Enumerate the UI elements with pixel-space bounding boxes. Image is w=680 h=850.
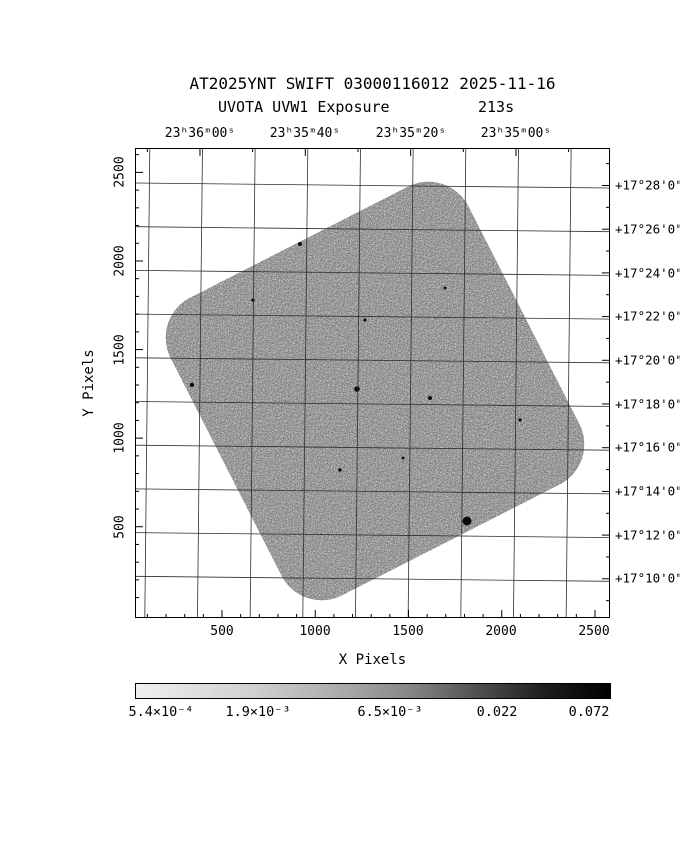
figure-subtitle: UVOTA UVW1 Exposure	[218, 98, 390, 116]
dec-tick-label: +17°28'0"	[615, 177, 680, 193]
dec-tick-label: +17°24'0"	[615, 265, 680, 281]
ra-tick-label: 23ʰ36ᵐ00ˢ	[164, 126, 236, 141]
colorbar	[135, 683, 611, 699]
x-tick-label: 500	[210, 624, 234, 639]
figure-title: AT2025YNT SWIFT 03000116012 2025-11-16	[189, 74, 556, 93]
y-axis-label: Y Pixels	[81, 349, 97, 417]
dec-tick-label: +17°12'0"	[615, 527, 680, 543]
exposure-time: 213s	[478, 98, 515, 116]
dec-tick-label: +17°26'0"	[615, 221, 680, 237]
colorbar-tick-label: 0.022	[476, 704, 518, 720]
dec-tick-label: +17°14'0"	[615, 483, 680, 499]
x-tick-label: 1500	[392, 624, 424, 639]
sky-image-plot	[135, 148, 610, 618]
y-tick-label: 500	[112, 515, 128, 539]
y-tick-label: 2500	[112, 156, 128, 188]
plot-frame	[135, 148, 610, 618]
exposure-footprint	[165, 181, 585, 601]
ra-tick-label: 23ʰ35ᵐ20ˢ	[375, 126, 447, 141]
colorbar-tick-label: 5.4×10⁻⁴	[128, 704, 194, 720]
dec-tick-label: +17°20'0"	[615, 352, 680, 368]
source-spots	[189, 242, 522, 526]
colorbar-tick-label: 6.5×10⁻³	[357, 704, 423, 720]
x-tick-label: 2000	[485, 624, 517, 639]
y-tick-label: 1500	[112, 334, 128, 366]
coordinate-grid	[135, 148, 610, 618]
y-tick-label: 1000	[112, 422, 128, 454]
colorbar-tick-label: 0.072	[568, 704, 610, 720]
dec-tick-label: +17°22'0"	[615, 308, 680, 324]
ra-tick-label: 23ʰ35ᵐ00ˢ	[480, 126, 552, 141]
x-tick-label: 1000	[299, 624, 331, 639]
ra-tick-label: 23ʰ35ᵐ40ˢ	[269, 126, 341, 141]
dec-tick-label: +17°10'0"	[615, 570, 680, 586]
x-tick-label: 2500	[578, 624, 610, 639]
y-tick-label: 2000	[112, 245, 128, 277]
dec-tick-label: +17°18'0"	[615, 396, 680, 412]
dec-tick-label: +17°16'0"	[615, 439, 680, 455]
x-axis-label: X Pixels	[338, 652, 407, 668]
colorbar-tick-label: 1.9×10⁻³	[225, 704, 291, 720]
